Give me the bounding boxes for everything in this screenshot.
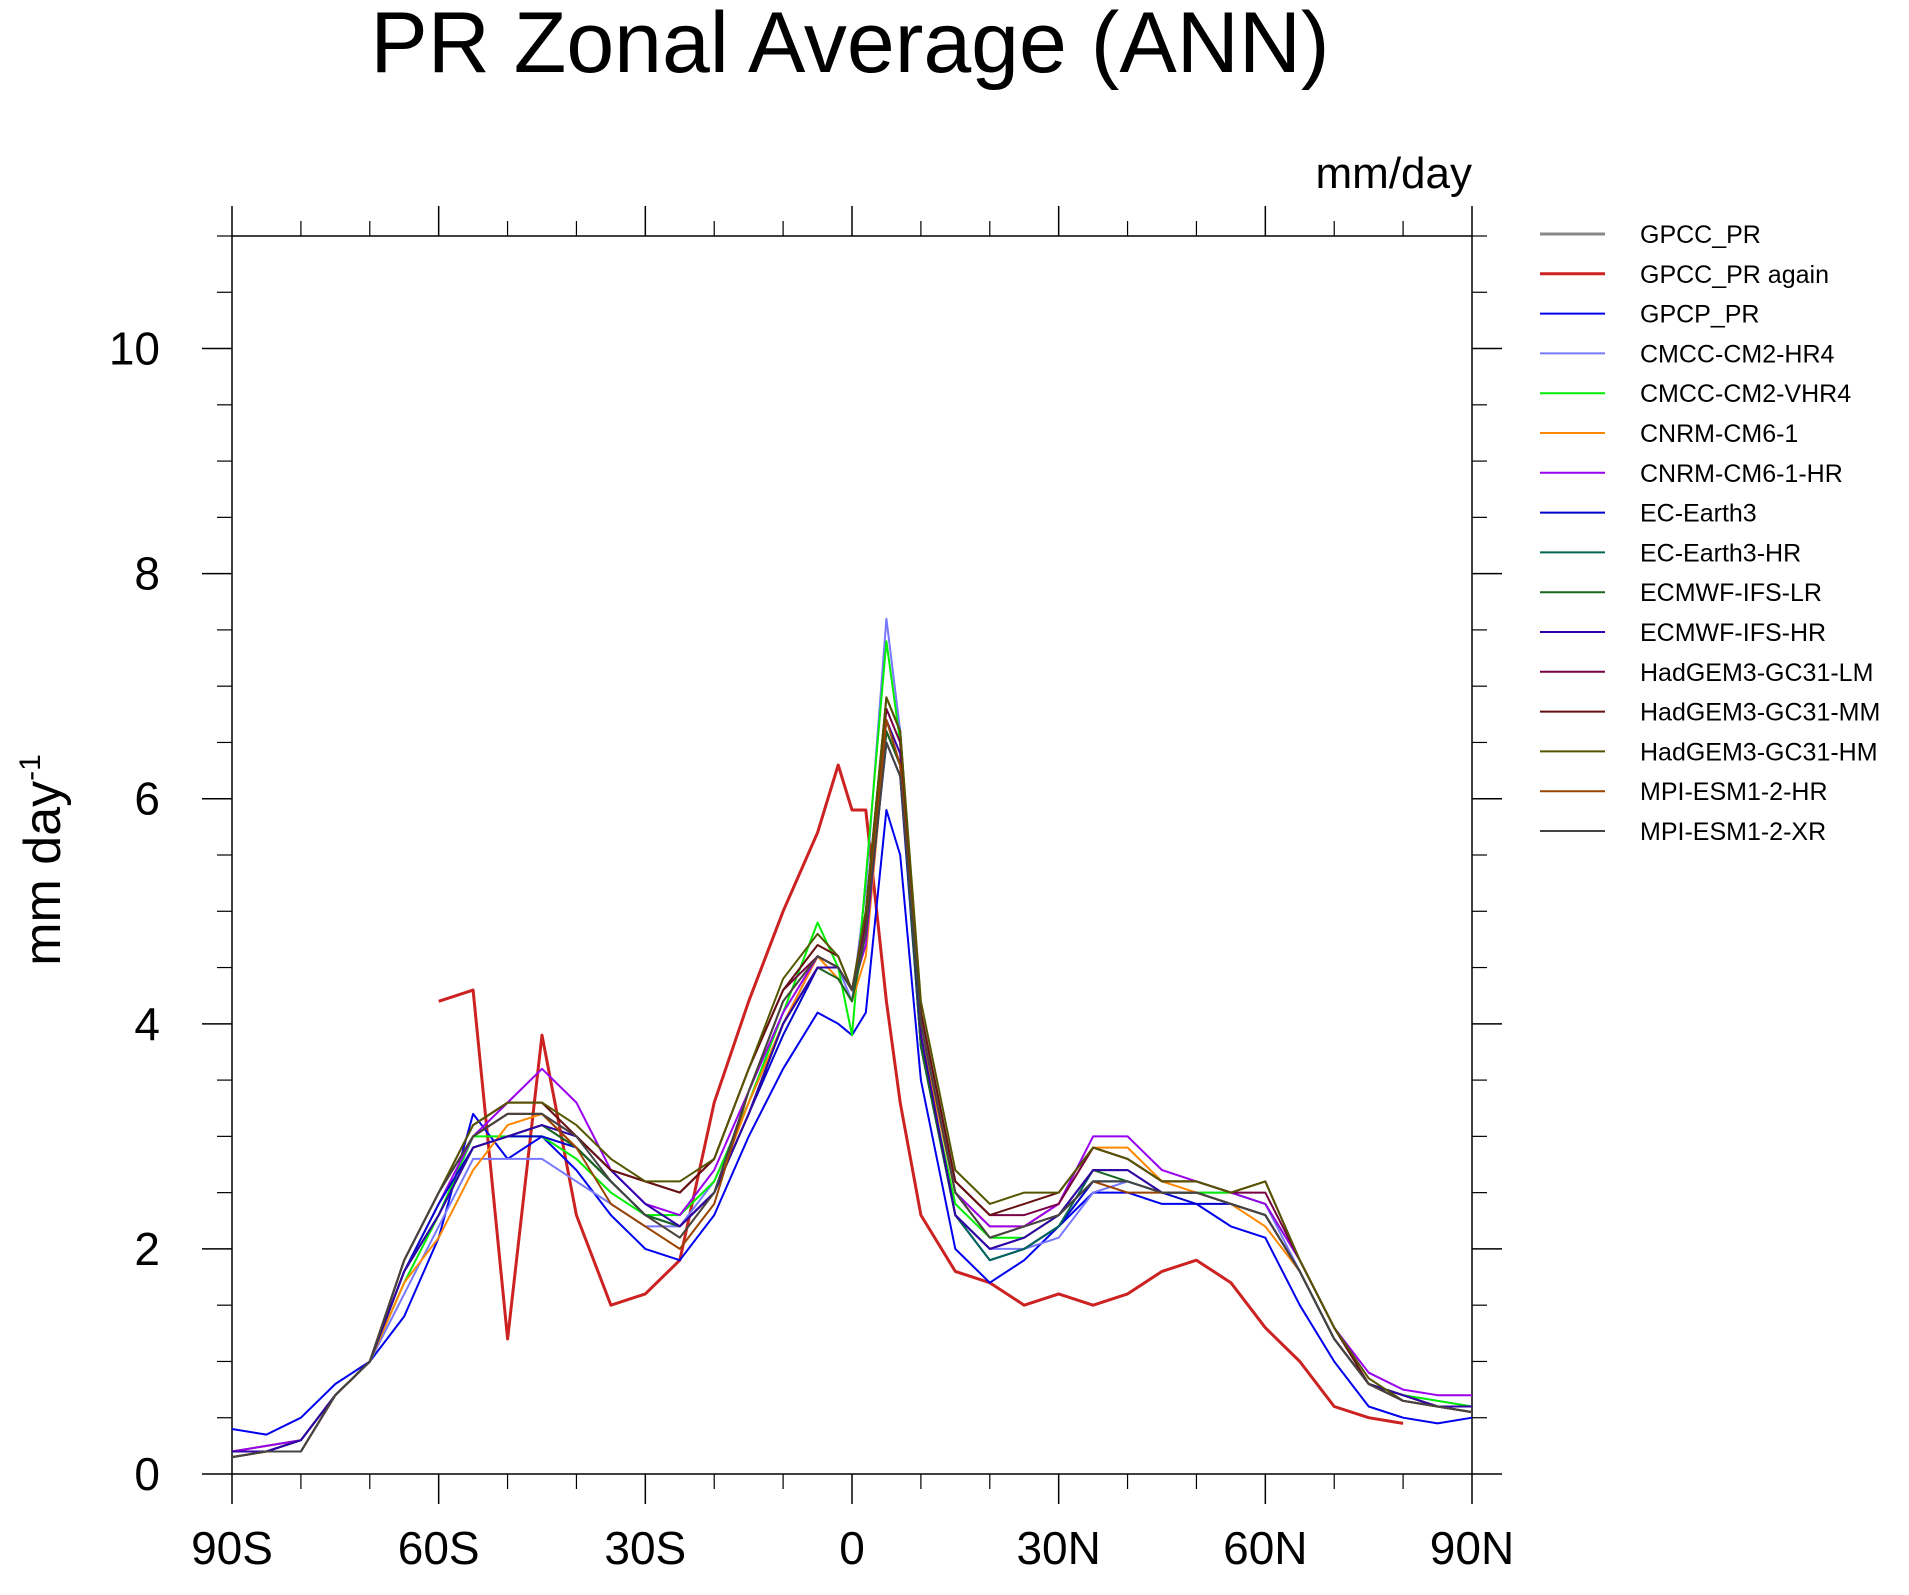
legend-label: HadGEM3-GC31-MM — [1640, 699, 1880, 727]
series-line-9 — [232, 730, 1472, 1453]
series-line-7 — [232, 741, 1473, 1453]
legend-label: HadGEM3-GC31-HM — [1640, 738, 1878, 766]
units-label: mm/day — [1316, 149, 1472, 198]
series-line-6 — [231, 730, 1472, 1453]
x-tick-label: 30N — [1016, 1522, 1100, 1574]
series-line-4 — [231, 640, 1473, 1453]
series-line-2 — [231, 809, 1473, 1436]
y-axis-label-superscript: -1 — [14, 754, 47, 781]
legend-label: HadGEM3-GC31-LM — [1640, 659, 1873, 687]
x-tick-label: 90N — [1430, 1522, 1514, 1574]
y-tick-label: 0 — [134, 1448, 160, 1500]
y-tick-label: 10 — [109, 323, 160, 375]
y-tick-label: 6 — [134, 773, 160, 825]
y-axis-label-text: mm day — [14, 781, 72, 966]
y-axis-label: mm day-1 — [14, 754, 72, 966]
legend-label: ECMWF-IFS-LR — [1640, 579, 1822, 607]
series-line-5 — [231, 730, 1472, 1453]
legend-label: CNRM-CM6-1-HR — [1640, 460, 1843, 488]
legend-label: GPCP_PR — [1640, 301, 1759, 329]
plot-frame — [231, 235, 1473, 1475]
x-tick-label: 30S — [604, 1522, 686, 1574]
x-tick-label: 90S — [191, 1522, 273, 1574]
chart-title: PR Zonal Average (ANN) — [370, 0, 1329, 91]
legend-label: GPCC_PR again — [1640, 261, 1829, 289]
legend-label: EC-Earth3-HR — [1640, 539, 1801, 567]
x-tick-label: 0 — [839, 1522, 865, 1574]
legend-label: MPI-ESM1-2-HR — [1640, 778, 1828, 806]
legend: GPCC_PR GPCC_PR again GPCP_PR CMCC-CM2-HR4 C… — [1540, 221, 1880, 846]
legend-label: CMCC-CM2-VHR4 — [1640, 380, 1851, 408]
series-lines — [231, 617, 1473, 1459]
series-line-15 — [231, 741, 1473, 1459]
y-tick-labels: 0 2 4 6 8 10 — [109, 323, 160, 1500]
legend-label: GPCC_PR — [1640, 221, 1761, 249]
y-tick-label: 2 — [134, 1223, 160, 1275]
series-line-1 — [438, 763, 1404, 1425]
series-line-10 — [232, 718, 1472, 1453]
y-tick-label: 8 — [134, 548, 160, 600]
axis-ticks — [202, 206, 1502, 1504]
legend-label: CMCC-CM2-HR4 — [1640, 340, 1835, 368]
legend-label: MPI-ESM1-2-XR — [1640, 818, 1826, 846]
x-tick-labels: 90S 60S 30S 0 30N 60N 90N — [191, 1522, 1514, 1574]
svg-text:mm day-1: mm day-1 — [14, 754, 72, 966]
series-line-11 — [231, 707, 1473, 1459]
series-line-13 — [231, 696, 1473, 1459]
legend-label: ECMWF-IFS-HR — [1640, 619, 1826, 647]
x-tick-label: 60N — [1223, 1522, 1307, 1574]
legend-label: EC-Earth3 — [1640, 500, 1757, 528]
series-line-8 — [232, 730, 1472, 1453]
x-tick-label: 60S — [398, 1522, 480, 1574]
legend-label: CNRM-CM6-1 — [1640, 420, 1798, 448]
y-tick-label: 4 — [134, 998, 160, 1050]
